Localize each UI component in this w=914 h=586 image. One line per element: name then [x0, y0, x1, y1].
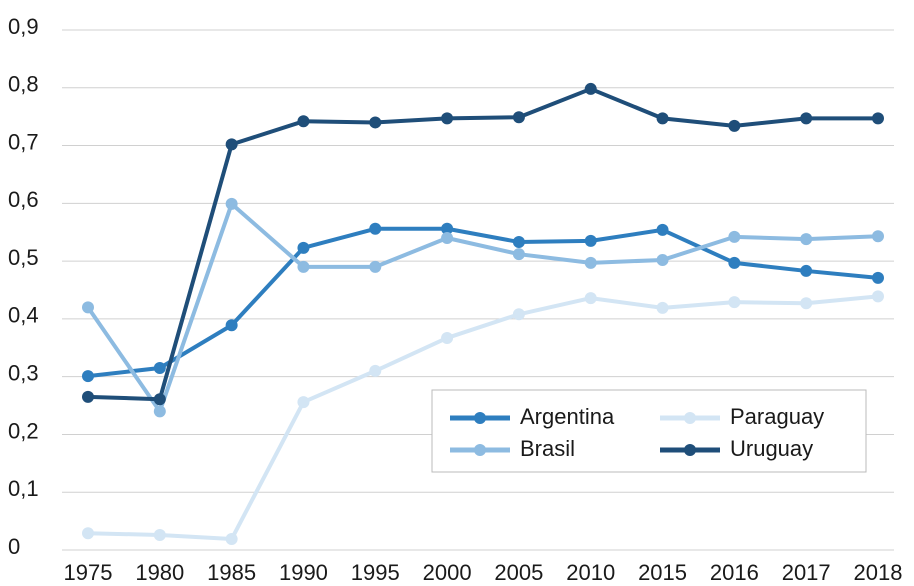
data-point — [584, 82, 597, 95]
data-point — [153, 528, 166, 541]
data-point — [441, 222, 454, 235]
data-point — [872, 271, 884, 284]
data-point — [225, 138, 238, 151]
data-point — [225, 197, 238, 210]
data-point — [800, 264, 813, 277]
data-point — [656, 112, 669, 125]
y-tick-label: 0,4 — [8, 303, 39, 328]
x-tick-label: 2005 — [494, 560, 543, 585]
data-point — [800, 233, 813, 246]
x-tick-label: 1980 — [135, 560, 184, 585]
x-tick-label: 2018 — [854, 560, 903, 585]
x-tick-label: 1995 — [351, 560, 400, 585]
data-point — [872, 112, 884, 125]
data-point — [441, 112, 454, 125]
legend-label: Paraguay — [730, 404, 824, 429]
y-tick-label: 0,3 — [8, 360, 39, 385]
data-point — [297, 241, 310, 254]
data-point — [872, 290, 884, 303]
legend-marker — [474, 412, 486, 424]
data-point — [441, 331, 454, 344]
y-tick-label: 0 — [8, 534, 20, 559]
data-point — [441, 232, 454, 244]
data-point — [872, 230, 884, 243]
y-tick-label: 0,9 — [8, 14, 39, 39]
data-point — [512, 236, 525, 249]
data-point — [153, 405, 166, 418]
data-point — [369, 116, 382, 129]
y-tick-label: 0,7 — [8, 129, 39, 154]
data-point — [512, 248, 525, 261]
data-point — [728, 256, 741, 269]
data-point — [153, 393, 166, 406]
legend-label: Argentina — [520, 404, 615, 429]
y-tick-label: 0,1 — [8, 476, 39, 501]
data-point — [656, 301, 669, 314]
y-tick-label: 0,5 — [8, 245, 39, 270]
series-line — [87, 294, 879, 542]
y-tick-label: 0,8 — [8, 72, 39, 97]
y-tick-label: 0,6 — [8, 187, 39, 212]
x-tick-label: 1990 — [279, 560, 328, 585]
x-tick-label: 2016 — [710, 560, 759, 585]
data-point — [369, 222, 382, 235]
x-tick-label: 2000 — [423, 560, 472, 585]
data-point — [225, 319, 238, 332]
x-tick-label: 2010 — [566, 560, 615, 585]
data-point — [512, 111, 525, 124]
x-tick-label: 1975 — [64, 560, 113, 585]
data-point — [512, 308, 525, 321]
x-tick-label: 1985 — [207, 560, 256, 585]
data-point — [369, 260, 382, 273]
data-point — [800, 112, 813, 125]
legend-marker — [684, 412, 696, 424]
data-point — [82, 527, 94, 540]
data-point — [82, 301, 94, 314]
legend-marker — [684, 444, 696, 456]
x-tick-label: 2017 — [782, 560, 831, 585]
data-point — [369, 364, 382, 377]
data-point — [297, 115, 310, 128]
data-point — [82, 370, 94, 383]
y-tick-label: 0,2 — [8, 418, 39, 443]
x-tick-label: 2015 — [638, 560, 687, 585]
data-point — [297, 396, 310, 409]
data-point — [82, 390, 94, 403]
legend-marker — [474, 444, 486, 456]
legend-label: Brasil — [520, 436, 575, 461]
series-line — [87, 86, 878, 402]
data-point — [153, 362, 166, 374]
data-point — [584, 256, 597, 269]
data-point — [728, 230, 741, 243]
series-line — [87, 226, 879, 379]
legend-label: Uruguay — [730, 436, 813, 461]
data-point — [728, 296, 741, 309]
data-point — [800, 297, 813, 310]
data-point — [225, 533, 238, 546]
data-point — [728, 119, 741, 132]
data-point — [584, 292, 597, 305]
data-point — [584, 234, 597, 247]
series-line — [86, 201, 879, 414]
data-point — [656, 253, 669, 266]
data-point — [656, 223, 669, 236]
data-point — [297, 260, 310, 273]
legend-box — [431, 389, 867, 473]
